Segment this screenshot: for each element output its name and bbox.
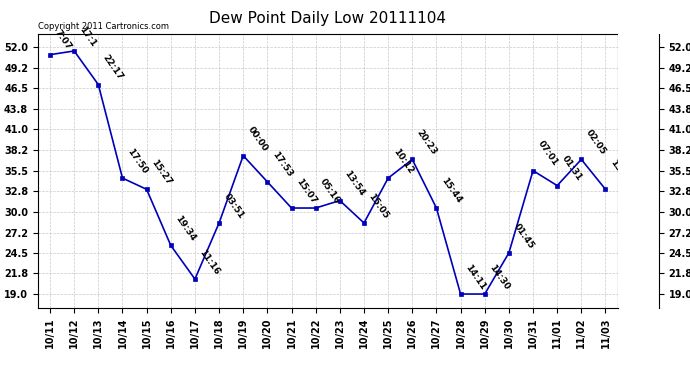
Text: 15:44: 15:44 [440,176,463,205]
Text: 17:53: 17:53 [270,150,294,179]
Text: 15:07: 15:07 [295,177,318,205]
Text: 17:1: 17:1 [77,25,97,48]
Text: 7:07: 7:07 [53,28,73,52]
Text: 22:17: 22:17 [101,53,125,82]
Text: 07:01: 07:01 [536,140,560,168]
Text: 11:16: 11:16 [198,248,221,276]
Text: 01:31: 01:31 [560,154,584,183]
Text: 05:16: 05:16 [319,177,342,205]
Text: 02:05: 02:05 [584,128,608,157]
Title: Dew Point Daily Low 20111104: Dew Point Daily Low 20111104 [209,11,446,26]
Text: Copyright 2011 Cartronics.com: Copyright 2011 Cartronics.com [38,22,169,31]
Text: 13:54: 13:54 [343,169,366,198]
Text: 15:27: 15:27 [150,158,173,186]
Text: 15:05: 15:05 [367,192,391,220]
Text: 17:50: 17:50 [126,147,149,176]
Text: 20:23: 20:23 [415,128,439,157]
Text: 00:00: 00:00 [246,124,270,153]
Text: 01:45: 01:45 [512,222,535,250]
Text: 10:12: 10:12 [391,147,415,176]
Text: 14:30: 14:30 [488,262,511,291]
Text: 03:51: 03:51 [222,192,246,220]
Text: 14:11: 14:11 [464,262,487,291]
Text: 13:45: 13:45 [609,158,632,186]
Text: 19:34: 19:34 [174,214,197,243]
